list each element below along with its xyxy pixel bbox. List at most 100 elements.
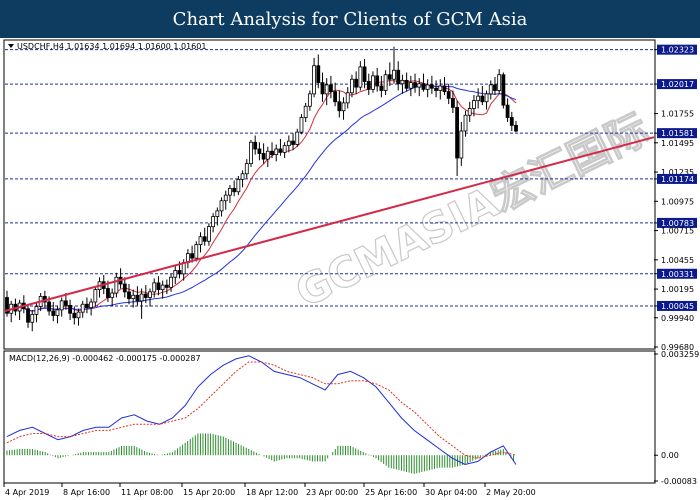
time-axis: 4 Apr 2019 8 Apr 16:00 11 Apr 08:00 15 Apr …	[3, 483, 536, 497]
candle-body	[463, 114, 468, 132]
candle-body	[299, 117, 304, 133]
trendline	[4, 136, 655, 312]
candle-body	[177, 270, 182, 275]
candle-body	[350, 78, 354, 94]
candle-body	[51, 310, 56, 316]
candle-body	[110, 292, 115, 298]
candle-body	[329, 84, 333, 93]
candle-body	[497, 74, 502, 91]
candle-body	[26, 308, 30, 323]
price-chart: GCMASIA宏汇国际 1.023231.020171.017551.01581…	[3, 39, 699, 497]
candle-body	[379, 85, 384, 91]
header-title: Chart Analysis for Clients of GCM Asia	[172, 8, 528, 30]
candle-body	[219, 200, 224, 212]
level-tag-label: 1.00783	[661, 219, 694, 228]
candle-body	[253, 141, 258, 150]
candle-body	[207, 226, 211, 242]
candle-body	[135, 294, 140, 302]
candle-body	[34, 306, 39, 315]
header-banner: Chart Analysis for Clients of GCM Asia	[0, 0, 700, 38]
candle-body	[438, 85, 443, 91]
candle-body	[76, 311, 81, 319]
candle-body	[509, 117, 514, 126]
candle-body	[383, 74, 388, 91]
macd-tick-label: 0.003259	[661, 350, 699, 359]
candle-body	[194, 244, 199, 259]
candle-body	[148, 291, 152, 298]
time-tick-label: 23 Apr 00:00	[306, 488, 358, 497]
candle-body	[501, 74, 506, 106]
candle-body	[93, 289, 98, 303]
candle-body	[413, 82, 417, 88]
candle-body	[345, 92, 350, 104]
time-tick-label: 18 Apr 12:00	[246, 488, 298, 497]
candle-body	[303, 105, 308, 118]
candle-body	[156, 282, 161, 291]
candle-body	[85, 303, 89, 309]
macd-tick-label: 0.00	[661, 451, 679, 460]
rising-trendline	[4, 136, 655, 312]
symbol-info: USDCHF,H4 1.01634 1.01694 1.01600 1.0160…	[17, 42, 206, 51]
candle-body	[278, 148, 283, 153]
candle-body	[472, 100, 476, 109]
price-tick-label: 0.99680	[661, 343, 694, 352]
price-tick-label: 1.01755	[661, 110, 694, 119]
candle-body	[400, 79, 405, 85]
level-tag-label: 1.01174	[661, 175, 694, 184]
candle-body	[505, 104, 510, 118]
candle-body	[211, 216, 216, 228]
level-tag-label: 1.00331	[661, 270, 694, 279]
candle-body	[480, 95, 485, 103]
candle-body	[270, 150, 274, 156]
candle-body	[362, 66, 367, 82]
level-tag	[657, 173, 697, 184]
candle-body	[63, 300, 68, 306]
candle-body	[434, 87, 438, 91]
level-tag-label: 1.00045	[661, 302, 694, 311]
candle-body	[396, 69, 401, 85]
signal-line	[6, 361, 517, 459]
candle-body	[30, 313, 35, 323]
candle-body	[223, 194, 228, 202]
time-tick-label: 25 Apr 16:00	[365, 488, 417, 497]
candle-body	[244, 163, 249, 175]
candle-body	[442, 85, 447, 93]
candle-body	[493, 84, 497, 91]
level-tag	[657, 217, 697, 228]
candle-body	[387, 74, 392, 80]
level-tag	[657, 44, 697, 55]
candle-body	[236, 178, 241, 193]
candle-body	[257, 148, 262, 154]
candle-body	[291, 140, 295, 145]
candle-body	[59, 300, 64, 311]
candle-body	[417, 83, 422, 88]
candle-body	[421, 83, 426, 90]
candle-body	[341, 102, 346, 112]
time-tick-label: 2 May 20:00	[486, 488, 536, 497]
time-tick-label: 8 Apr 16:00	[63, 488, 110, 497]
candle-body	[484, 93, 489, 103]
price-tick-label: 0.99940	[661, 314, 694, 323]
candle-body	[68, 304, 72, 314]
candle-body	[366, 81, 371, 90]
candle-body	[55, 309, 60, 316]
candle-body	[173, 270, 178, 278]
candle-body	[265, 150, 270, 160]
candle-body	[152, 282, 157, 293]
candle-body	[476, 95, 481, 102]
candle-body	[446, 91, 451, 99]
candle-body	[198, 236, 203, 246]
candle-body	[232, 187, 237, 193]
candle-body	[114, 276, 119, 294]
candle-body	[261, 153, 266, 160]
candle-body	[392, 69, 396, 80]
candle-body	[286, 140, 291, 147]
candle-body	[282, 145, 287, 153]
candle-body	[324, 84, 329, 95]
level-tag	[657, 128, 697, 139]
macd-panel-frame	[3, 350, 656, 484]
level-tag	[657, 300, 697, 311]
macd-tick-label: -0.00083	[661, 477, 697, 486]
level-tag-label: 1.02017	[661, 80, 694, 89]
level-tag-label: 1.02323	[661, 46, 694, 55]
